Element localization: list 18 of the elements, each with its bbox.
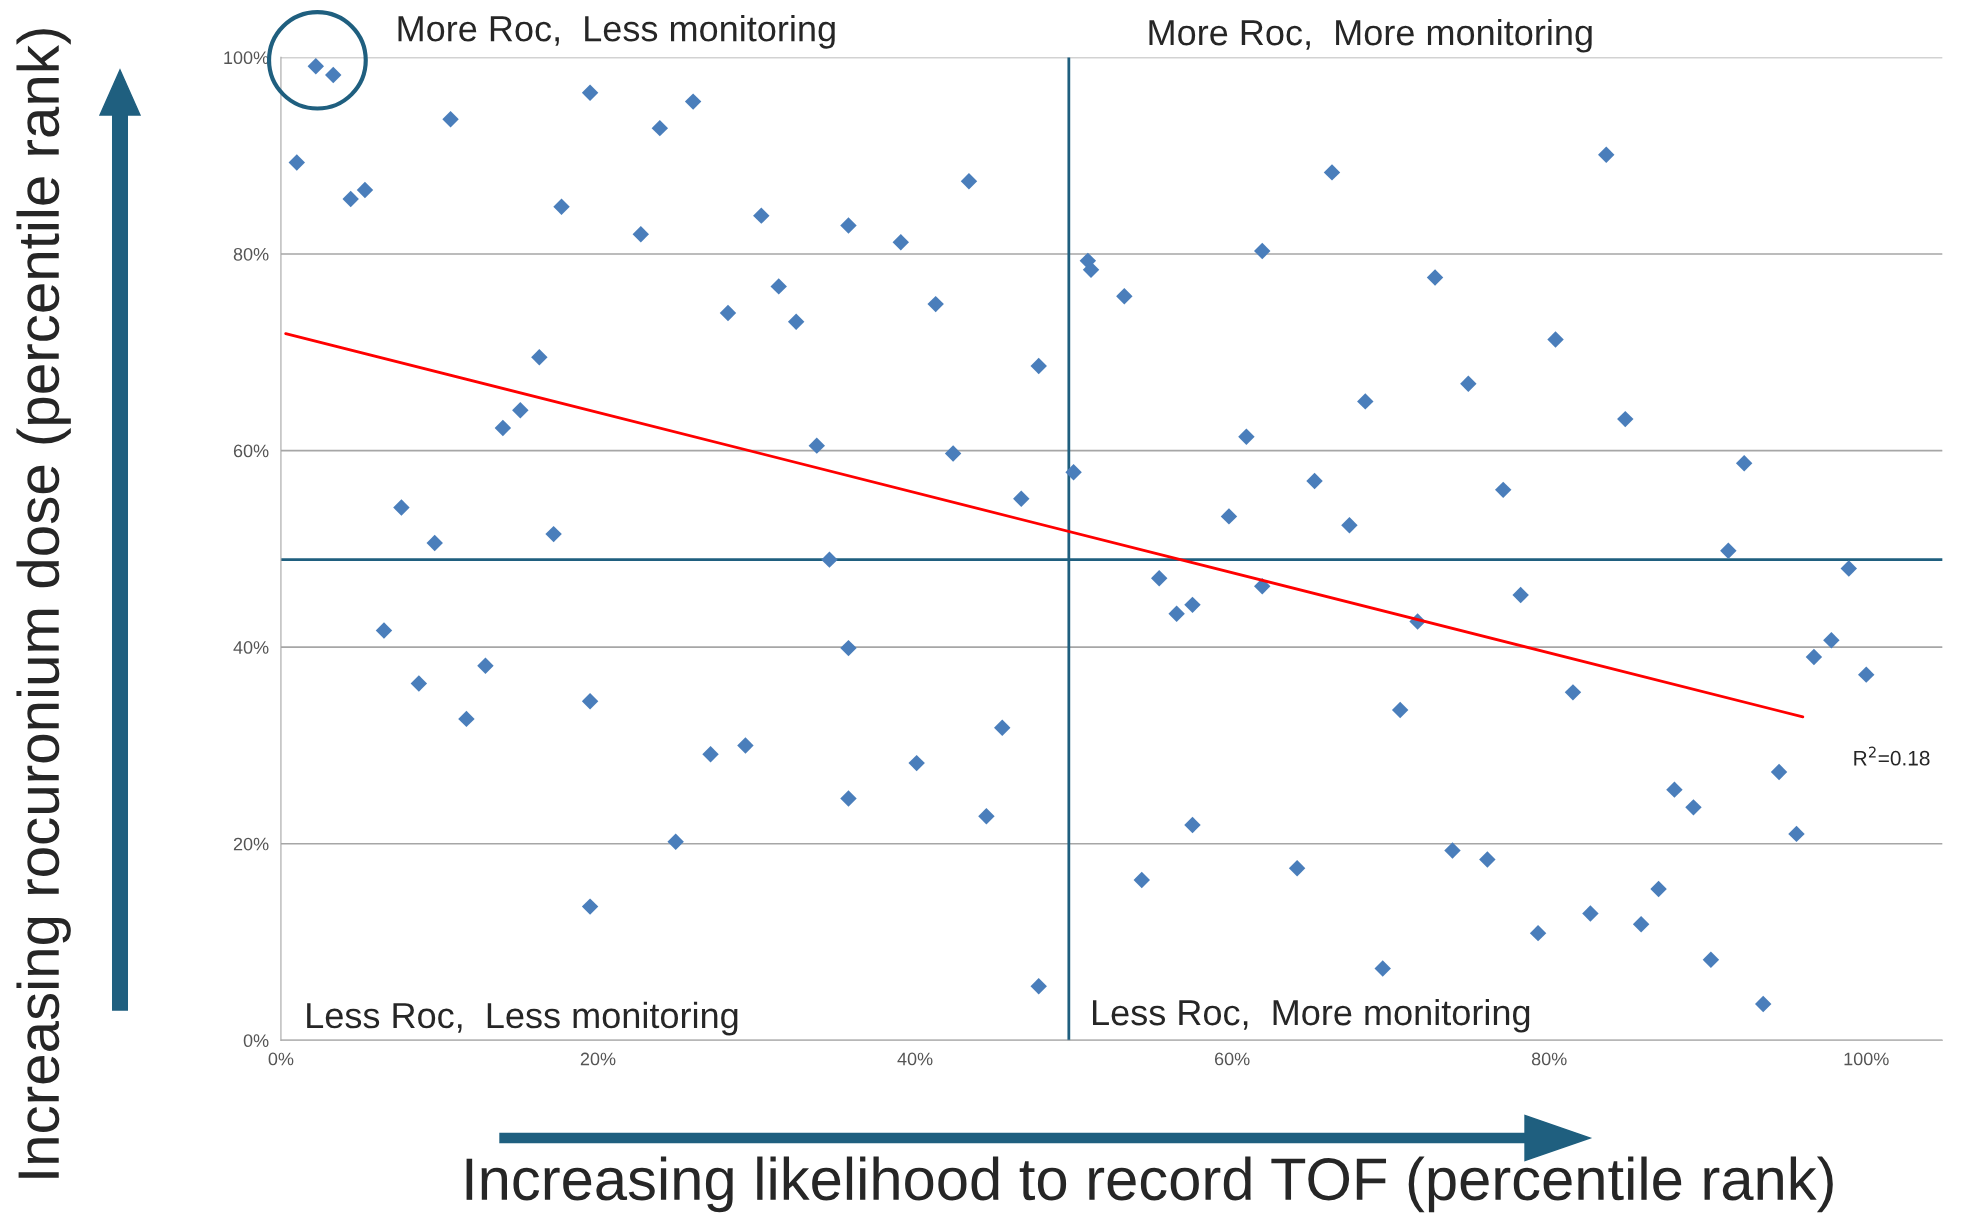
x-tick-label: 0% xyxy=(268,1052,294,1066)
annotation: R$^{2}$=0.18 xyxy=(1854,746,1930,766)
x-axis-title: Increasing likelihood to record TOF (percentile rank) xyxy=(466,1156,1833,1213)
x-tick-label: 80% xyxy=(1531,1052,1567,1066)
x-tick-label: 60% xyxy=(1214,1052,1250,1066)
text: More Roc, Less monitoring xyxy=(398,15,835,49)
y-tick-label: 40% xyxy=(233,641,269,654)
y-tick-label: 60% xyxy=(233,444,269,458)
text: More Roc, More monitoring xyxy=(1149,18,1592,53)
x-tick-label: 20% xyxy=(580,1052,616,1066)
x-tick-label: 100% xyxy=(1844,1052,1889,1066)
y-tick-label: 0% xyxy=(243,1034,269,1048)
y-axis-title: Increasing rocuronium dose (percentile rank) xyxy=(16,29,71,1178)
x-tick-label: 40% xyxy=(897,1052,933,1066)
annotation: Less Roc, Less monitoring xyxy=(307,1001,738,1036)
y-tick-label: 20% xyxy=(233,837,269,851)
annotation: Less Roc, More monitoring xyxy=(1093,998,1530,1033)
y-tick-label: 80% xyxy=(233,247,269,261)
